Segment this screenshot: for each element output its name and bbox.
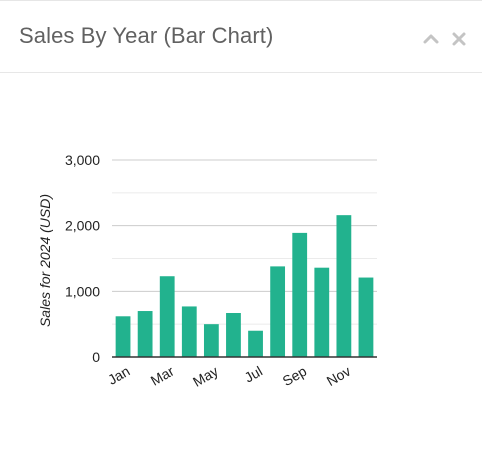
header-controls xyxy=(422,30,468,48)
y-tick-label: 2,000 xyxy=(65,218,100,234)
chart-area: 0 1,000 2,000 3,000 Jan Mar May Jul Sep Nov Sales … xyxy=(0,73,482,449)
bar-sep[interactable] xyxy=(292,232,308,357)
y-axis-label: Sales for 2024 (USD) xyxy=(37,194,53,327)
bar-oct[interactable] xyxy=(314,267,330,357)
bar-jun[interactable] xyxy=(226,313,241,357)
x-tick-label: Sep xyxy=(280,363,310,389)
bar-apr[interactable] xyxy=(181,306,197,357)
y-tick-label: 3,000 xyxy=(65,152,100,168)
bar-jan[interactable] xyxy=(115,316,131,357)
bar-jul[interactable] xyxy=(248,330,263,357)
bar-chart: 0 1,000 2,000 3,000 Jan Mar May Jul Sep Nov Sales … xyxy=(37,152,377,390)
bar-nov[interactable] xyxy=(336,215,352,357)
widget-header: Sales By Year (Bar Chart) xyxy=(0,1,482,73)
x-tick-label: Nov xyxy=(324,363,354,389)
bars-layer xyxy=(115,215,374,357)
x-tick-label: Mar xyxy=(148,363,177,389)
chevron-up-icon[interactable] xyxy=(422,30,440,48)
x-tick-label: Jan xyxy=(105,363,133,388)
widget-title: Sales By Year (Bar Chart) xyxy=(19,23,274,48)
bar-dec[interactable] xyxy=(358,277,374,357)
grid-layer xyxy=(112,159,377,325)
close-icon[interactable] xyxy=(450,30,468,48)
x-tick-label: Jul xyxy=(242,363,266,386)
bar-aug[interactable] xyxy=(270,266,286,357)
bar-may[interactable] xyxy=(203,324,219,357)
bar-feb[interactable] xyxy=(137,311,153,357)
y-tick-label: 0 xyxy=(92,349,100,365)
x-tick-label: May xyxy=(190,363,221,390)
y-tick-label: 1,000 xyxy=(65,283,100,299)
bar-mar[interactable] xyxy=(159,276,175,357)
